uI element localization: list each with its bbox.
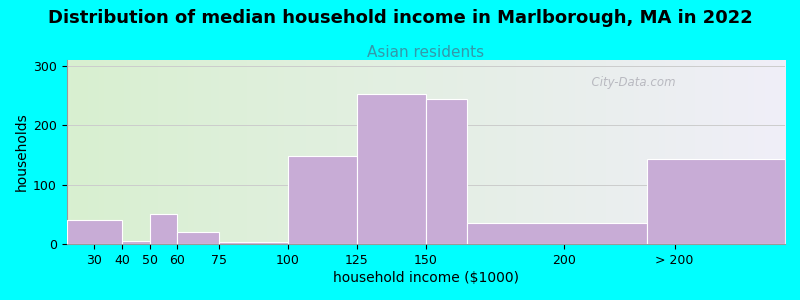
Bar: [218, 242, 288, 244]
Bar: [647, 159, 785, 244]
Bar: [122, 241, 150, 244]
Bar: [288, 156, 357, 244]
Bar: [178, 232, 218, 244]
Title: Asian residents: Asian residents: [367, 45, 485, 60]
Bar: [66, 220, 122, 244]
Bar: [357, 94, 426, 244]
Text: Distribution of median household income in Marlborough, MA in 2022: Distribution of median household income …: [48, 9, 752, 27]
Bar: [150, 214, 178, 244]
Text: City-Data.com: City-Data.com: [584, 76, 675, 88]
Bar: [426, 99, 467, 244]
Bar: [467, 223, 647, 244]
X-axis label: household income ($1000): household income ($1000): [333, 271, 519, 285]
Y-axis label: households: households: [15, 113, 29, 191]
